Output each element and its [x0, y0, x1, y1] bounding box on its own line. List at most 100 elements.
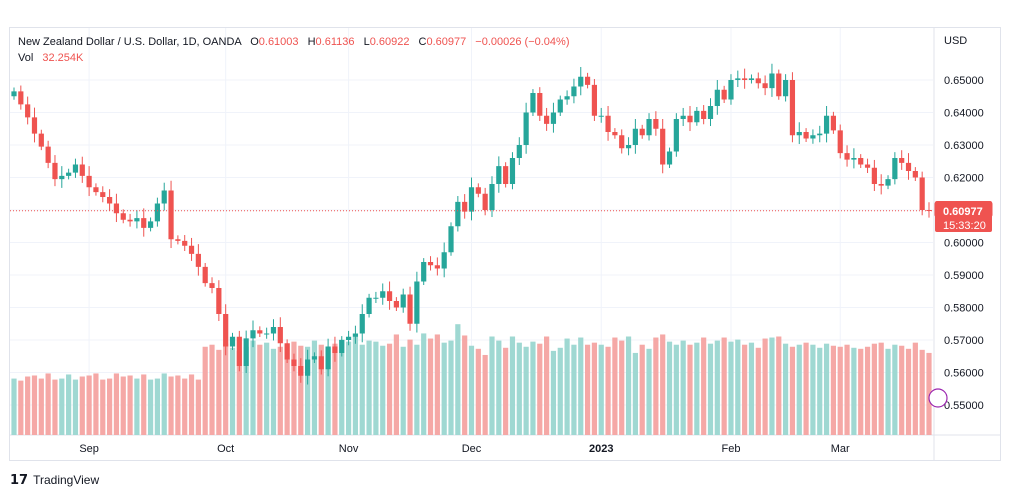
time-tick-label: Sep — [79, 443, 99, 455]
scroll-realtime-icon[interactable] — [928, 388, 948, 408]
candle-body — [113, 203, 120, 214]
volume-bar — [100, 379, 106, 435]
candle-body — [871, 167, 877, 184]
candle-body — [742, 78, 748, 80]
candle-body — [195, 253, 201, 267]
candle-body — [25, 104, 31, 118]
volume-bar — [175, 375, 181, 435]
volume-bar — [619, 340, 625, 435]
volume-bar — [25, 376, 31, 435]
candle-body — [386, 291, 393, 301]
candle-body — [400, 294, 406, 308]
volume-bar — [72, 379, 79, 435]
volume-bar — [359, 344, 365, 435]
candle-body — [86, 175, 92, 188]
time-tick-label: 2023 — [589, 443, 613, 455]
candle-body — [707, 106, 714, 119]
candle-body — [380, 291, 386, 298]
volume-bar — [919, 349, 925, 435]
time-tick-label: Oct — [217, 443, 234, 455]
candle-body — [120, 213, 126, 220]
volume-bar — [257, 344, 263, 435]
volume-bar — [523, 346, 529, 435]
candle-body — [578, 76, 584, 87]
close-price-badge — [935, 201, 992, 232]
candle-body — [550, 112, 557, 124]
candle-body — [789, 80, 796, 136]
candle-body — [735, 78, 741, 80]
chart-frame — [9, 27, 1001, 461]
time-tick-label: Mar — [831, 443, 850, 455]
price-tick-label: 0.57000 — [944, 335, 984, 347]
candle-body — [625, 145, 632, 149]
candle-body — [441, 252, 447, 269]
candle-body — [905, 162, 912, 171]
candle-body — [783, 80, 789, 97]
volume-bar — [557, 347, 563, 435]
volume-bar — [844, 344, 850, 435]
candle-body — [277, 327, 283, 344]
volume-bar — [578, 337, 584, 435]
candle-body — [168, 190, 174, 240]
tradingview-logo-icon: 𝟭𝟳 — [10, 472, 29, 487]
volume-bar — [113, 373, 120, 435]
volume-bar — [632, 352, 638, 435]
candle-body — [475, 187, 481, 194]
volume-bar — [134, 378, 140, 435]
candle-body — [366, 297, 372, 314]
volume-bar — [400, 346, 406, 435]
volume-bar — [455, 324, 461, 435]
volume-bar — [584, 344, 591, 435]
candle-body — [776, 73, 782, 97]
volume-bar — [106, 378, 113, 435]
volume-bar — [298, 345, 304, 435]
candle-body — [701, 110, 707, 119]
footer-brand[interactable]: 𝟭𝟳 TradingView — [10, 472, 99, 488]
volume-bar — [769, 337, 775, 435]
volume-bar — [612, 337, 618, 435]
volume-bar — [680, 340, 686, 435]
volume-bar — [93, 373, 99, 435]
volume-bar — [509, 336, 516, 435]
volume-bar — [154, 378, 160, 435]
candle-body — [45, 146, 51, 163]
candle-body — [182, 240, 188, 246]
volume-bar — [434, 334, 440, 435]
volume-bar — [86, 375, 92, 435]
candle-body — [639, 128, 645, 136]
volume-bar — [414, 344, 420, 435]
change-value: −0.00026 (−0.04%) — [475, 36, 570, 48]
candle-body — [236, 336, 242, 366]
close-value: 0.60977 — [426, 36, 467, 48]
volume-bar — [366, 340, 372, 435]
candle-body — [687, 115, 693, 123]
volume-bar — [277, 346, 283, 435]
candle-body — [646, 119, 652, 136]
volume-bar — [694, 342, 700, 435]
candle-body — [864, 164, 871, 168]
volume-bar — [468, 345, 475, 435]
volume-bar — [475, 348, 481, 435]
volume-bar — [441, 342, 447, 435]
candle-body — [284, 343, 290, 360]
candle-body — [830, 115, 837, 131]
candle-body — [66, 172, 72, 176]
volume-bar — [905, 348, 912, 435]
candle-body — [100, 192, 106, 197]
candle-body — [858, 158, 864, 165]
candle-body — [106, 197, 113, 204]
volume-label: Vol — [18, 52, 34, 64]
brand-name: TradingView — [33, 473, 100, 487]
candle-body — [919, 177, 925, 210]
candle-body — [851, 158, 857, 160]
candle-body — [598, 115, 604, 117]
volume-bar — [926, 352, 932, 435]
volume-bar — [352, 336, 359, 435]
volume-bar — [796, 344, 802, 435]
candle-body — [482, 193, 488, 210]
volume-bar — [59, 378, 65, 435]
volume-bar — [571, 344, 577, 435]
candle-body — [11, 91, 17, 97]
candle-body — [728, 80, 734, 100]
